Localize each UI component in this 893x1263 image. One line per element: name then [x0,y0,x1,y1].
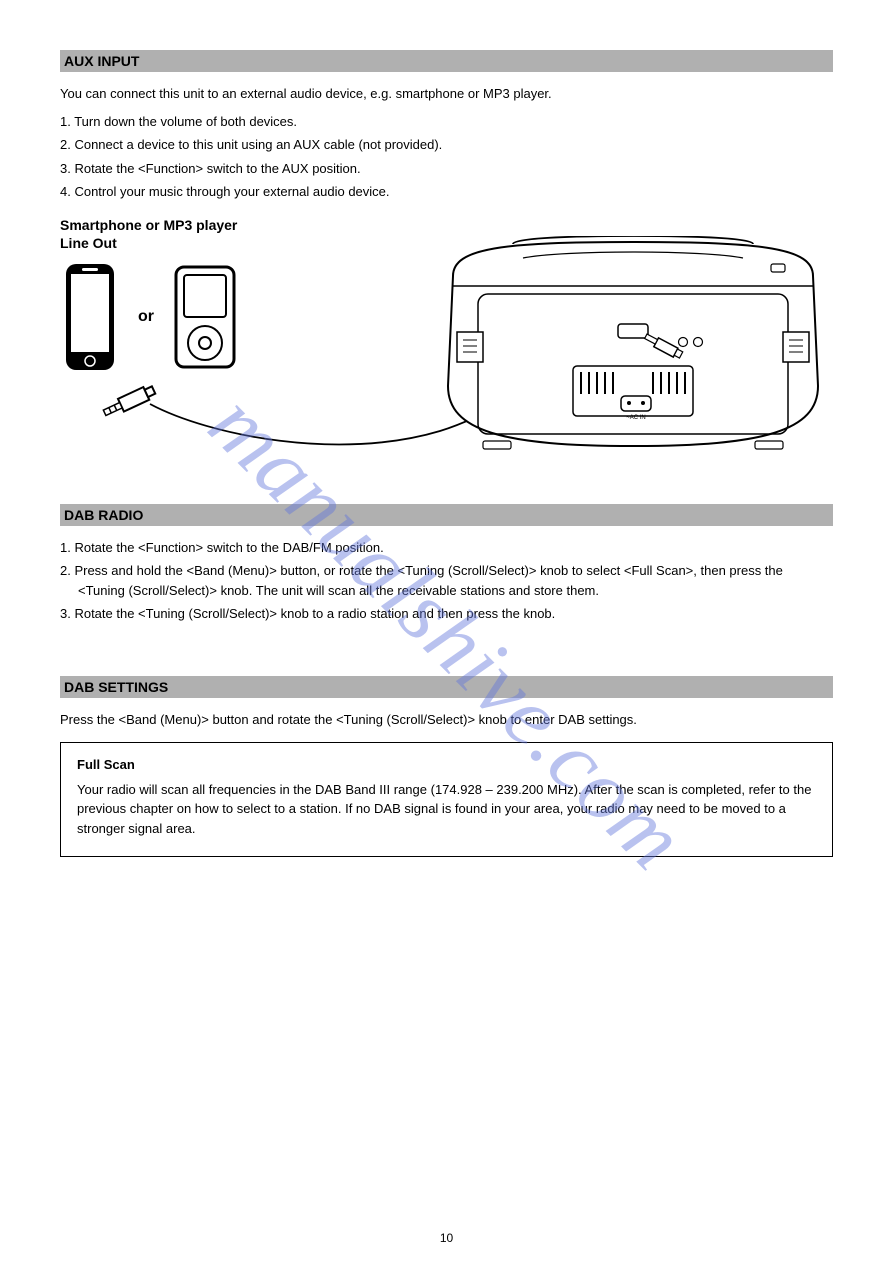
section-bar-dab-settings: DAB SETTINGS [60,676,833,698]
section-bar-aux: AUX INPUT [60,50,833,72]
ac-in-label: ~AC IN [626,415,646,421]
aux-figure: Smartphone or MP3 player Line Out or [60,216,833,486]
section-title-dab: DAB RADIO [64,507,143,523]
section-title-dab-settings: DAB SETTINGS [64,679,168,695]
aux-step-2: 2. Connect a device to this unit using a… [60,135,833,155]
aux-step-4: 4. Control your music through your exter… [60,182,833,202]
aux-step-1: 1. Turn down the volume of both devices. [60,112,833,132]
dab-settings-intro: Press the <Band (Menu)> button and rotat… [60,710,833,730]
section-title-aux: AUX INPUT [64,53,139,69]
page-number: 10 [0,1231,893,1245]
boombox-rear-icon: ~AC IN [423,236,843,466]
boombox-rear: ~AC IN [423,236,843,471]
dab-step-1: 1. Rotate the <Function> switch to the D… [60,538,833,558]
full-scan-title: Full Scan [77,757,816,772]
section-bar-dab: DAB RADIO [60,504,833,526]
full-scan-text: Your radio will scan all frequencies in … [77,780,816,839]
dab-step-3: 3. Rotate the <Tuning (Scroll/Select)> k… [60,604,833,624]
full-scan-box: Full Scan Your radio will scan all frequ… [60,742,833,858]
dab-step-2: 2. Press and hold the <Band (Menu)> butt… [60,561,833,600]
aux-intro: You can connect this unit to an external… [60,84,833,104]
manual-page: AUX INPUT You can connect this unit to a… [0,0,893,1263]
aux-step-3: 3. Rotate the <Function> switch to the A… [60,159,833,179]
